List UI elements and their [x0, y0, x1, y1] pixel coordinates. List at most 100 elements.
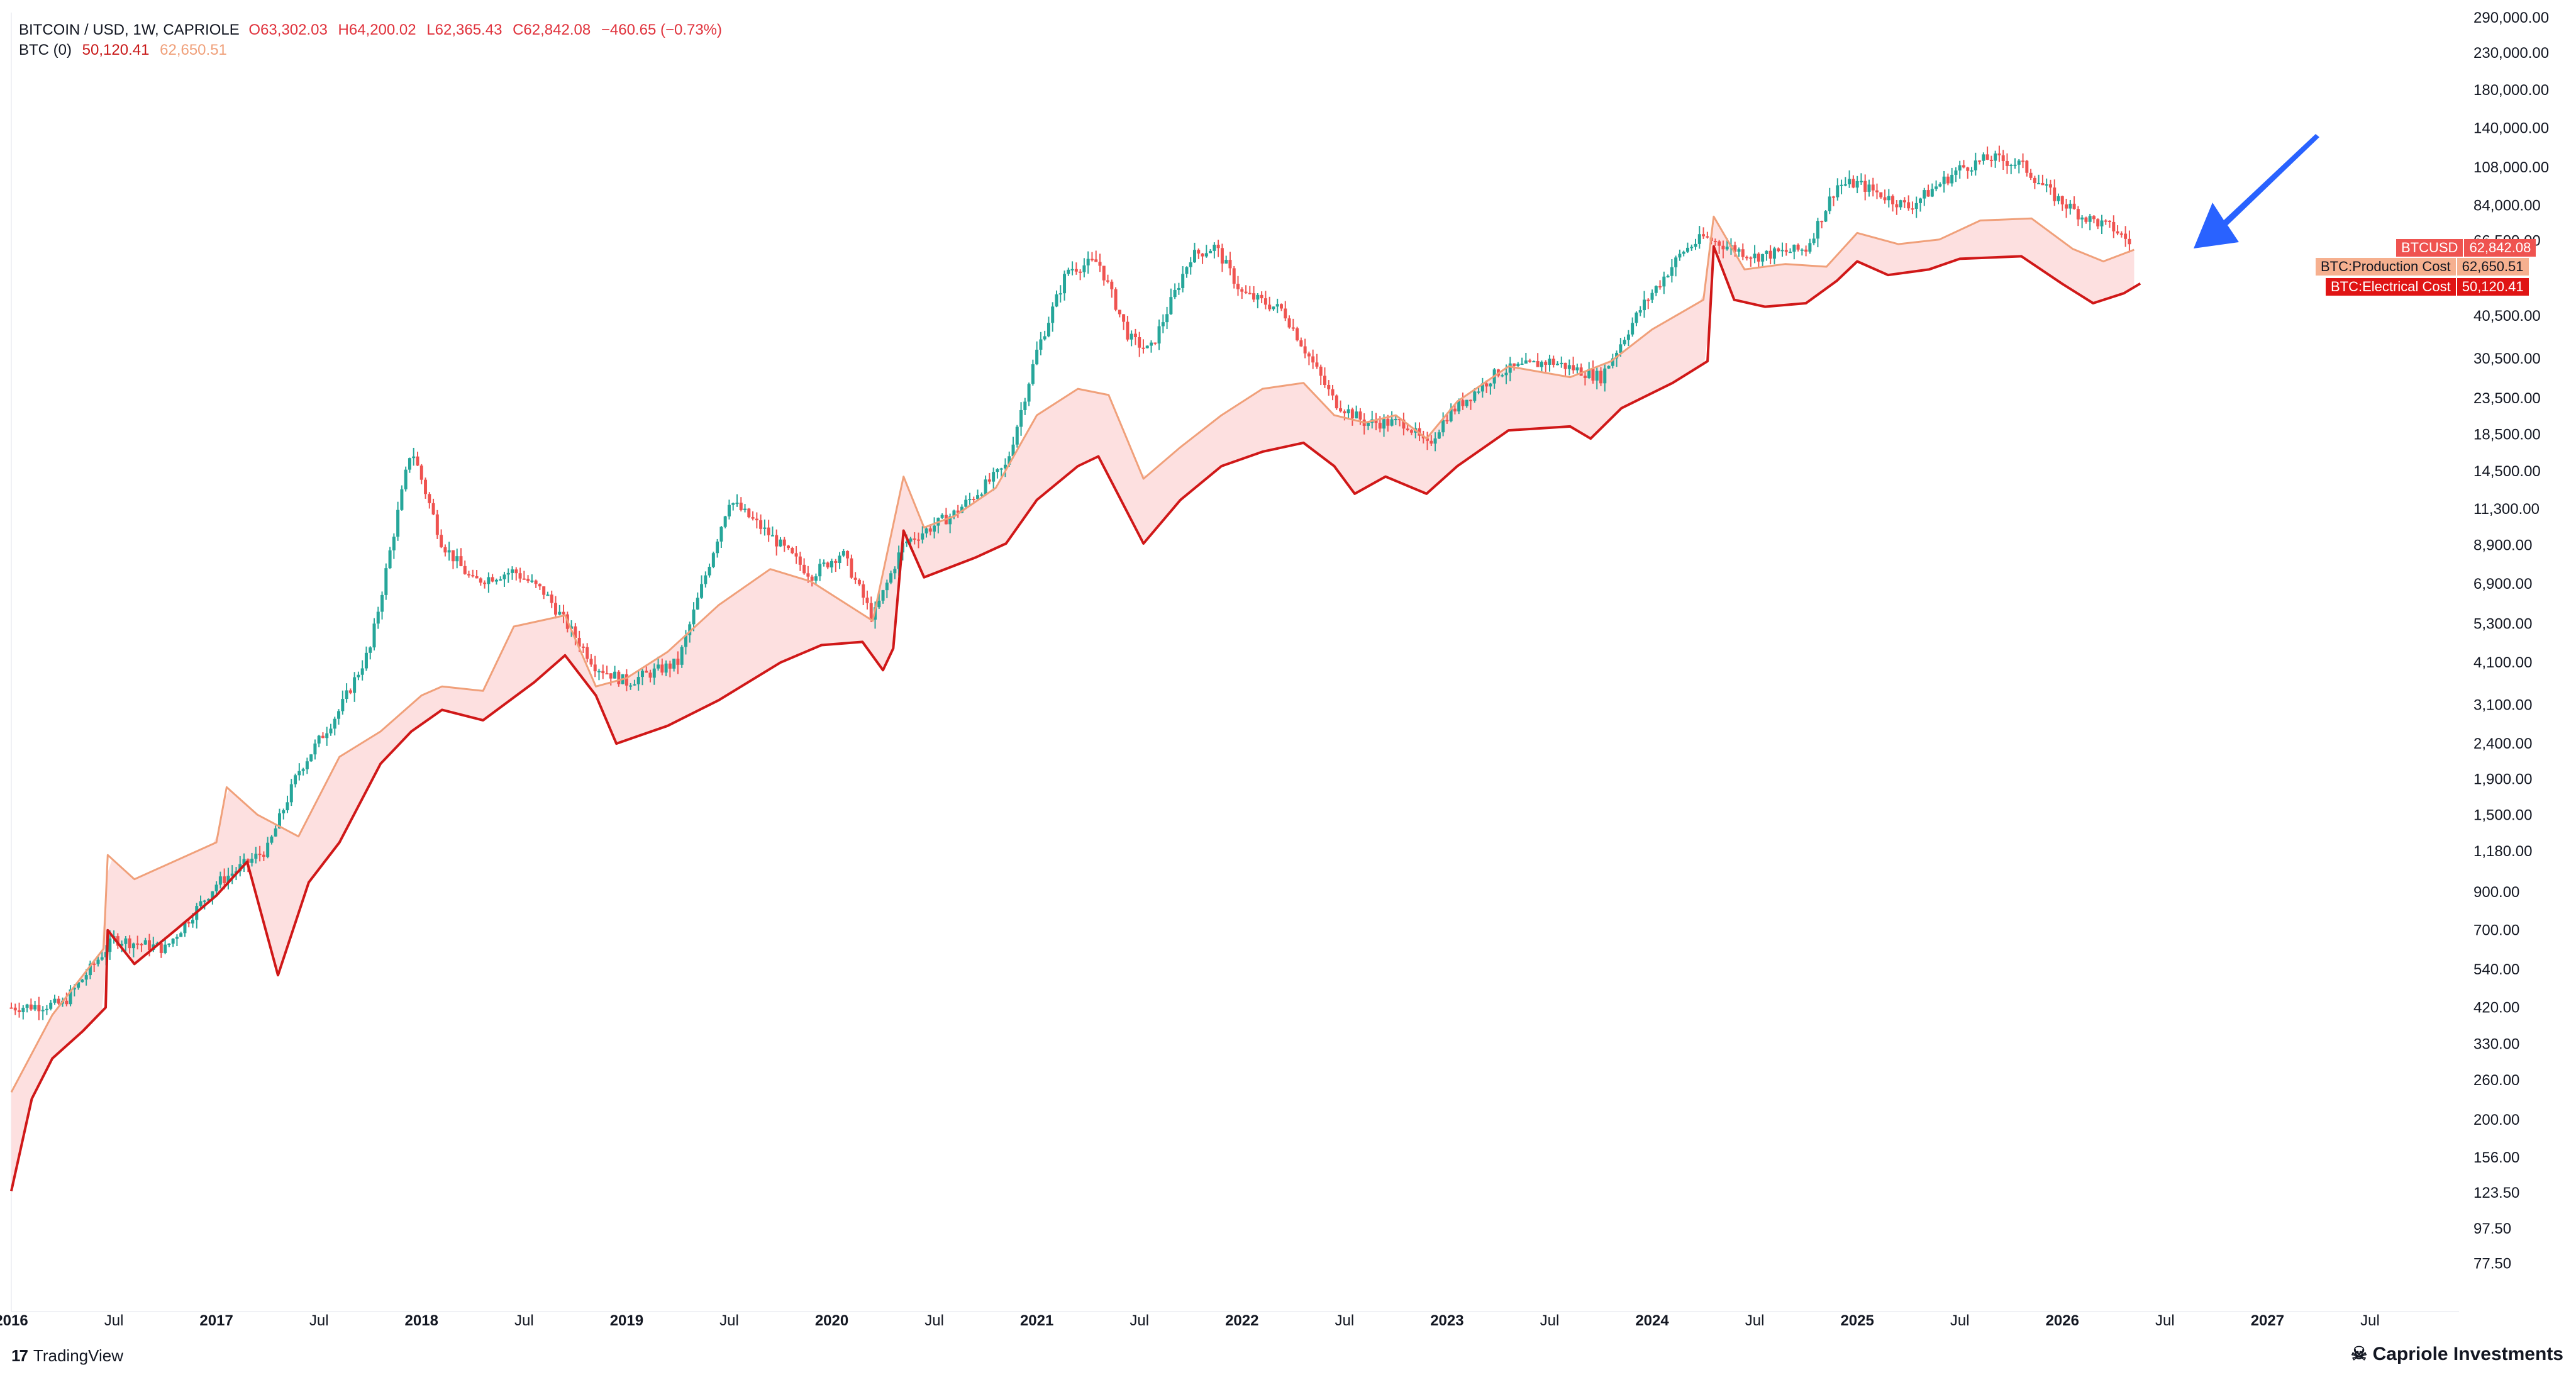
- y-tick-label: 3,100.00: [2473, 697, 2532, 714]
- y-tick-label: 540.00: [2473, 961, 2519, 978]
- candle-body: [893, 569, 897, 574]
- candle-body: [187, 922, 191, 924]
- candle-body: [1718, 241, 1721, 246]
- x-tick-label: 2017: [199, 1312, 233, 1329]
- candle-body: [589, 659, 593, 665]
- candle-body: [2025, 160, 2029, 173]
- candle-body: [1737, 249, 1741, 252]
- tradingview-branding[interactable]: 17 TradingView: [11, 1346, 123, 1366]
- candle-body: [2065, 204, 2068, 209]
- candle-body: [1299, 340, 1303, 347]
- candle-body: [1935, 186, 1938, 189]
- candle-body: [2100, 220, 2104, 226]
- ohlc-low: L62,365.43: [426, 21, 502, 38]
- candle-body: [1374, 419, 1378, 423]
- indicator-value-production: 62,650.51: [160, 42, 227, 59]
- y-tick-label: 330.00: [2473, 1036, 2519, 1053]
- candle-body: [1043, 336, 1046, 340]
- symbol-legend[interactable]: BITCOIN / USD, 1W, CAPRIOLE O63,302.03 H…: [19, 21, 722, 39]
- price-candles: [9, 145, 2131, 1020]
- candle-body: [1023, 401, 1027, 410]
- y-axis[interactable]: 290,000.00 230,000.00 180,000.00 140,000.00…: [2473, 9, 2549, 1272]
- candle-body: [345, 690, 348, 700]
- candle-body: [1118, 309, 1121, 315]
- candle-body: [1346, 409, 1350, 414]
- candle-body: [992, 472, 996, 482]
- candle-body: [1520, 364, 1524, 365]
- x-tick-label: Jul: [1130, 1312, 1149, 1329]
- candle-body: [502, 574, 506, 579]
- candle-body: [1579, 367, 1583, 376]
- candle-body: [2108, 220, 2112, 222]
- candle-body: [1169, 297, 1173, 315]
- electrical-tag-value: 50,120.41: [2457, 278, 2529, 296]
- candle-body: [305, 761, 309, 769]
- candle-body: [1902, 200, 1906, 203]
- candle-body: [2021, 160, 2025, 162]
- candle-body: [404, 469, 408, 489]
- candle-body: [1772, 248, 1776, 259]
- candle-body: [451, 550, 455, 562]
- candle-body: [629, 685, 633, 687]
- candle-body: [704, 575, 708, 584]
- candle-body: [301, 769, 305, 771]
- candle-body: [1994, 153, 1997, 161]
- candle-body: [826, 562, 830, 568]
- candle-body: [1426, 438, 1430, 441]
- candle-body: [1327, 385, 1331, 389]
- candle-body: [1441, 420, 1445, 433]
- candle-body: [1394, 419, 1397, 421]
- candle-body: [913, 538, 916, 540]
- candle-body: [1544, 362, 1548, 365]
- candle-body: [2060, 196, 2064, 204]
- candle-body: [1654, 286, 1658, 293]
- candle-body: [546, 594, 550, 596]
- candle-body: [700, 584, 704, 598]
- candle-body: [909, 538, 913, 542]
- candle-body: [609, 673, 613, 679]
- tradingview-label: TradingView: [33, 1346, 123, 1365]
- candle-body: [1366, 423, 1370, 426]
- candle-body: [1433, 438, 1437, 444]
- candle-body: [431, 503, 435, 515]
- candle-body: [862, 584, 865, 598]
- candle-body: [1552, 359, 1555, 365]
- candle-body: [80, 979, 84, 983]
- candle-body: [2092, 216, 2096, 220]
- x-tick-label: Jul: [1540, 1312, 1560, 1329]
- indicator-title: BTC (0): [19, 42, 72, 59]
- candle-body: [1138, 337, 1141, 348]
- candle-body: [1516, 364, 1520, 366]
- x-tick-label: Jul: [309, 1312, 329, 1329]
- candle-body: [1445, 420, 1449, 421]
- x-axis[interactable]: 2016 Jul 2017 Jul 2018 Jul 2019 Jul 2020 Jul 2021 J…: [0, 1312, 2380, 1329]
- candle-body: [518, 573, 522, 579]
- candle-body: [834, 560, 838, 564]
- candle-body: [1350, 409, 1354, 419]
- candle-body: [645, 671, 648, 673]
- x-tick-label: 2023: [1430, 1312, 1463, 1329]
- electrical-cost-line: [10, 245, 2141, 1191]
- candle-body: [1871, 184, 1875, 191]
- candle-body: [1477, 391, 1480, 393]
- y-tick-label: 1,500.00: [2473, 806, 2532, 823]
- candle-body: [2005, 161, 2009, 166]
- candle-body: [1946, 176, 1950, 184]
- candle-body: [1508, 363, 1512, 373]
- candle-body: [1185, 267, 1189, 274]
- candle-body: [1796, 245, 1800, 250]
- candle-body: [25, 1004, 29, 1008]
- indicator-legend[interactable]: BTC (0) 50,120.41 62,650.51: [19, 42, 227, 59]
- candle-body: [814, 576, 818, 581]
- candle-body: [2053, 187, 2057, 201]
- candle-body: [1161, 322, 1165, 326]
- candle-body: [360, 668, 364, 675]
- candle-body: [952, 510, 956, 516]
- production-cost-tag: BTC:Production Cost 62,650.51: [2316, 258, 2529, 276]
- candle-body: [1260, 294, 1263, 299]
- candle-body: [1145, 345, 1149, 348]
- candle-body: [625, 674, 628, 686]
- x-tick-label: 2019: [610, 1312, 643, 1329]
- candle-body: [586, 647, 589, 659]
